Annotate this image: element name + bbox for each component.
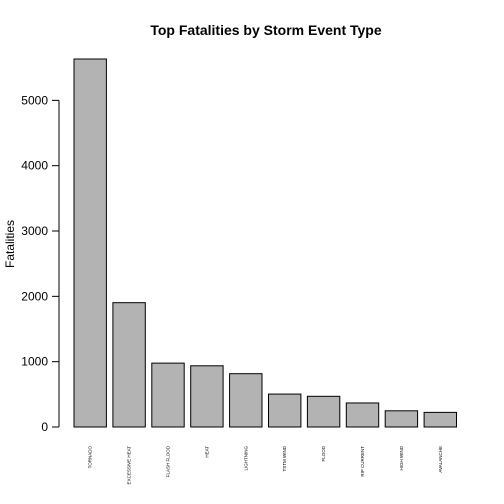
x-tick-label-tornado: TORNADO [88, 446, 93, 469]
bar-excessive-heat [112, 302, 146, 428]
bar-tornado [73, 58, 107, 428]
y-tick-label-5: 5000 [21, 93, 48, 107]
bar-tstm-wind [268, 393, 302, 428]
x-tick-label-flood: FLOOD [321, 445, 326, 461]
y-ticks: 0 1000 2000 3000 4000 5000 [21, 93, 59, 434]
bar-flash-flood [151, 362, 185, 428]
y-tick-label-0: 0 [41, 420, 48, 434]
y-tick-label-4: 4000 [21, 159, 48, 173]
bar-lightning [229, 373, 263, 428]
x-tick-label-heat: HEAT [204, 446, 209, 458]
chart-title: Top Fatalities by Storm Event Type [150, 22, 382, 38]
x-tick-labels: TORNADO EXCESSIVE HEAT FLASH FLOOD HEAT LIGH… [88, 445, 443, 484]
x-tick-label-tstm-wind: TSTM WIND [282, 445, 287, 471]
bar-rip-current [345, 402, 380, 428]
x-tick-label-high-wind: HIGH WIND [399, 445, 404, 470]
x-tick-label-lightning: LIGHTNING [243, 446, 248, 471]
x-tick-label-flash-flood: FLASH FLOOD [166, 445, 171, 477]
x-tick-label-rip-current: RIP CURRENT [360, 446, 365, 477]
bar-high-wind [384, 410, 419, 428]
y-axis-label: Fatalities [3, 220, 17, 268]
x-tick-label-avalanche: AVALANCHE [438, 446, 443, 473]
bar-heat [190, 365, 224, 428]
y-tick-label-2: 2000 [21, 289, 48, 303]
x-tick-label-excessive-heat: EXCESSIVE HEAT [127, 446, 132, 485]
bar-avalanche [423, 411, 458, 428]
bars [73, 58, 458, 428]
y-tick-label-3: 3000 [21, 224, 48, 238]
bar-flood [306, 395, 341, 428]
y-tick-label-1: 1000 [21, 355, 48, 369]
